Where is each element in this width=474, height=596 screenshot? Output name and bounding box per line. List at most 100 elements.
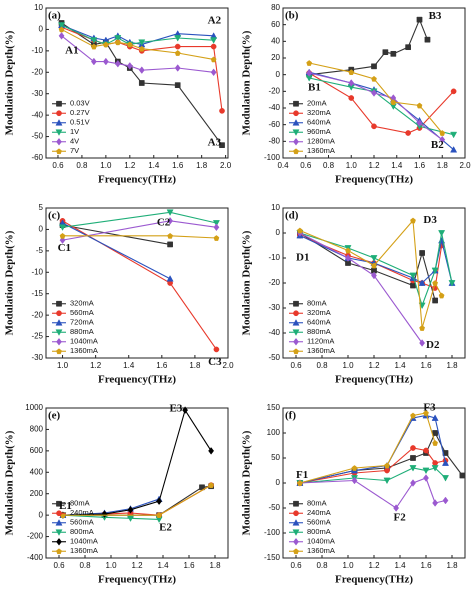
y-tick-label: 5 [39, 203, 44, 212]
y-tick-label: -60 [268, 120, 280, 129]
legend-marker [292, 529, 300, 536]
x-tick-label: 1.6 [420, 561, 432, 570]
x-tick-label: 1.8 [437, 161, 449, 170]
legend-label: 560mA [307, 518, 331, 527]
marker [182, 406, 189, 414]
legend-marker [56, 310, 62, 317]
legend-label: 640mA [307, 318, 331, 327]
series-line [62, 514, 160, 520]
annotation: C3 [208, 356, 222, 368]
x-tick-label: 1.2 [368, 161, 380, 170]
legend-label: 20mA [307, 99, 327, 108]
legend-marker [56, 348, 62, 355]
legend-label: 320mA [307, 108, 331, 117]
annotation: A3 [208, 137, 222, 149]
y-tick-label: 200 [30, 489, 44, 498]
annotation: D2 [426, 339, 440, 351]
y-tick-label: -20 [268, 278, 280, 287]
legend-label: 1360mA [307, 346, 335, 355]
marker [101, 510, 108, 518]
marker [439, 130, 446, 136]
x-tick-label: 1.4 [123, 361, 135, 370]
annotation: D3 [423, 214, 437, 226]
y-tick-label: -200 [27, 532, 44, 541]
marker [432, 297, 438, 304]
legend-marker [292, 329, 300, 336]
y-tick-label: -25 [31, 332, 43, 341]
y-tick-label: -30 [31, 353, 43, 362]
series-line [309, 72, 443, 141]
legend-marker [293, 337, 299, 346]
marker [419, 325, 425, 331]
x-tick-label: 1.0 [57, 361, 69, 370]
legend-marker [293, 510, 299, 517]
legend-marker [56, 137, 62, 146]
marker [393, 504, 400, 512]
y-tick-label: 800 [30, 425, 44, 434]
y-tick-label: -15 [31, 289, 43, 298]
marker [297, 480, 303, 486]
marker [348, 95, 355, 101]
marker [410, 282, 416, 289]
marker [213, 346, 220, 353]
legend-label: 960mA [307, 127, 331, 136]
x-tick-label: 0.8 [323, 161, 335, 170]
marker [418, 279, 426, 286]
marker [348, 69, 355, 76]
series-line [62, 408, 212, 516]
legend-marker [55, 329, 63, 336]
marker [450, 131, 458, 139]
y-tick-label: 0 [276, 478, 281, 487]
y-tick-label: 80 [271, 3, 280, 12]
marker [138, 45, 145, 52]
x-tick-label: 2.0 [459, 161, 471, 170]
legend-marker [293, 300, 299, 307]
y-tick-label: 40 [271, 36, 280, 45]
marker [405, 44, 411, 51]
plot-frame [45, 207, 229, 359]
marker [90, 37, 98, 44]
marker [102, 41, 109, 48]
legend-marker [56, 110, 62, 117]
marker [306, 60, 313, 66]
legend-marker [55, 129, 63, 136]
marker [126, 41, 133, 48]
legend-marker [292, 119, 300, 126]
legend-label: 0.03V [70, 99, 90, 108]
x-tick-label: 0.6 [290, 561, 302, 570]
marker [431, 465, 439, 472]
legend-label: 80mA [307, 299, 327, 308]
marker [422, 467, 430, 475]
legend-label: 240mA [307, 508, 331, 517]
series-line [61, 24, 214, 46]
marker [167, 217, 174, 225]
legend-marker [55, 319, 63, 326]
y-tick-label: 20 [271, 53, 280, 62]
legend-label: 240mA [70, 508, 94, 517]
annotation: E1 [59, 500, 72, 512]
x-tick-label: 1.4 [157, 561, 169, 570]
legend-marker [293, 110, 299, 117]
marker [383, 477, 391, 485]
marker [450, 146, 458, 153]
legend-label: 1V [70, 127, 79, 136]
marker [432, 430, 438, 436]
marker [210, 43, 217, 50]
y-tick-label: -80 [268, 136, 280, 145]
marker [409, 465, 417, 472]
series-line [62, 224, 171, 245]
marker [371, 89, 377, 97]
y-tick-label: -50 [268, 353, 280, 362]
marker [438, 292, 445, 299]
y-tick-label: -10 [31, 267, 43, 276]
annotation: B1 [308, 82, 321, 94]
series-line [62, 222, 171, 280]
x-tick-label: 1.6 [414, 161, 426, 170]
x-tick-label: 1.2 [131, 561, 143, 570]
y-axis-title: Modulation Depth(%) [241, 30, 253, 135]
series-line [299, 467, 446, 484]
marker [156, 512, 162, 518]
marker [371, 63, 377, 70]
x-tick-label: 0.6 [52, 161, 64, 170]
series-line [299, 234, 443, 289]
